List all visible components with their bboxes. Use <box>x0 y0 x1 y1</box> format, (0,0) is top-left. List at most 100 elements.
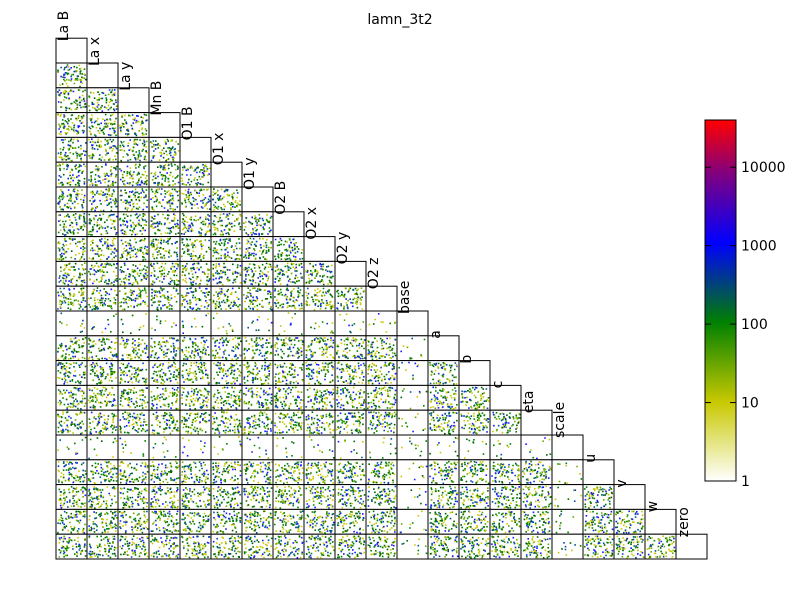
pair-cell <box>520 434 553 461</box>
pair-cell <box>241 310 274 337</box>
pair-cell <box>241 236 274 262</box>
pair-cell <box>117 533 150 560</box>
pair-cell <box>396 360 429 386</box>
pair-cell <box>241 335 274 362</box>
pair-cell <box>396 459 429 486</box>
pair-cell <box>458 360 491 386</box>
parameter-label: La y <box>118 62 134 91</box>
pair-cell <box>427 384 460 411</box>
pair-cell <box>210 285 243 312</box>
parameter-label: O1 y <box>242 157 258 190</box>
pair-cell <box>55 236 88 262</box>
pair-cell <box>241 508 274 535</box>
pair-cell <box>86 360 119 386</box>
pair-cell <box>117 211 150 238</box>
pair-cell <box>117 459 150 486</box>
pair-cell <box>117 186 150 213</box>
pair-cell <box>86 310 119 337</box>
pair-cell <box>55 62 88 89</box>
pair-cell <box>210 533 243 560</box>
pair-cell <box>86 285 119 312</box>
pair-cell <box>334 384 367 411</box>
parameter-label: zero <box>676 507 692 537</box>
pair-cell <box>148 360 181 386</box>
pair-cell <box>303 360 336 386</box>
pair-cell <box>55 87 88 114</box>
parameter-label: a <box>428 330 444 339</box>
pair-cell <box>365 533 398 560</box>
parameter-label: u <box>583 454 599 463</box>
pair-cell <box>117 236 150 262</box>
parameter-label: Mn B <box>149 81 165 116</box>
pair-cell <box>179 434 212 461</box>
colorbar-scale <box>704 119 737 482</box>
pair-cell <box>489 533 522 560</box>
pair-cell <box>303 310 336 337</box>
pair-cell <box>55 409 88 436</box>
pair-cell <box>489 459 522 486</box>
pair-cell <box>86 87 119 114</box>
pair-cell <box>365 335 398 362</box>
pair-cell <box>303 285 336 312</box>
pair-cell <box>86 112 119 138</box>
pair-cell <box>55 360 88 386</box>
pair-cell <box>303 434 336 461</box>
pair-cell <box>241 533 274 560</box>
pair-cell <box>365 384 398 411</box>
pair-cell <box>179 186 212 213</box>
pair-cell <box>241 186 274 213</box>
pair-cell <box>179 459 212 486</box>
pair-cell <box>117 112 150 138</box>
pair-cell <box>241 384 274 411</box>
pair-cell <box>427 409 460 436</box>
pair-cell <box>272 508 305 535</box>
parameter-labels: La B La x La y Mn B O1 B O1 x O1 y O2 B O2 x O2 y… <box>56 11 692 537</box>
pair-cell <box>55 186 88 213</box>
pair-cell <box>55 384 88 411</box>
parameter-label: b <box>459 355 475 364</box>
pair-plot-grid <box>55 37 708 560</box>
pair-cell <box>520 533 553 560</box>
pair-cell <box>241 484 274 510</box>
pair-cell <box>458 484 491 510</box>
pair-cell <box>427 459 460 486</box>
pair-cell <box>396 409 429 436</box>
pair-cell <box>272 211 305 238</box>
pair-cell <box>644 533 677 560</box>
pair-cell <box>582 484 615 510</box>
pair-cell <box>86 136 119 163</box>
pair-cell <box>148 186 181 213</box>
pair-cell <box>241 459 274 486</box>
pair-cell <box>117 508 150 535</box>
pair-cell <box>179 484 212 510</box>
pair-cell <box>148 384 181 411</box>
pair-cell <box>210 384 243 411</box>
pair-cell <box>458 508 491 535</box>
pair-cell <box>55 112 88 138</box>
pair-cell <box>148 484 181 510</box>
parameter-label: O1 B <box>180 106 196 140</box>
pair-cell <box>396 434 429 461</box>
pair-cell <box>86 161 119 188</box>
pair-cell <box>86 533 119 560</box>
pair-cell <box>551 508 584 535</box>
pair-cell <box>148 508 181 535</box>
pair-cell <box>365 459 398 486</box>
parameter-label: c <box>490 381 506 389</box>
pair-cell <box>55 533 88 560</box>
pair-cell <box>179 533 212 560</box>
pair-cell <box>117 409 150 436</box>
pair-cell <box>86 409 119 436</box>
colorbar: 1 10 100 1000 10000 <box>704 119 786 490</box>
pair-cell <box>272 360 305 386</box>
colorbar-tick-label: 10000 <box>741 160 786 176</box>
colorbar-ticks: 1 10 100 1000 10000 <box>705 160 786 490</box>
pair-cell <box>179 335 212 362</box>
pair-cell <box>86 508 119 535</box>
pair-cell <box>117 335 150 362</box>
pair-cell <box>179 360 212 386</box>
pair-cell <box>210 484 243 510</box>
pair-cell <box>551 484 584 510</box>
pair-cell <box>551 533 584 560</box>
